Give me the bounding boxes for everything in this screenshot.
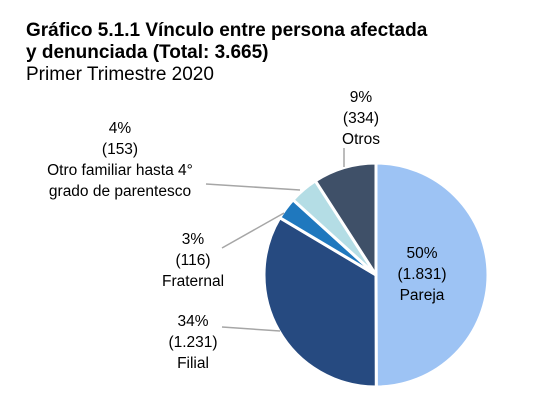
pie-slice-pareja [374,161,490,389]
leader-lines [205,148,345,332]
leader-line-fraternal [221,212,285,249]
slice-label-otro-familiar-hasta-4-grado-de-parentesco: 4% (153) Otro familiar hasta 4° grado de pa… [47,120,193,200]
chart-title-line-2: y denunciada (Total: 3.665) [26,42,269,63]
chart-title-block: Gráfico 5.1.1 Vínculo entre persona afec… [26,20,546,86]
chart-subtitle: Primer Trimestre 2020 [26,64,214,85]
chart-title-line-1: Gráfico 5.1.1 Vínculo entre persona afec… [26,20,428,41]
slice-label-filial: 34% (1.231) Filial [168,313,217,372]
leader-line-filial [221,326,281,332]
slice-label-fraternal: 3% (116) Fraternal [162,231,224,290]
slice-labels: 50% (1.831) Pareja 34% (1.231) Filial 3% (116) F… [47,89,446,372]
pie-slices [262,161,490,389]
slice-label-otros: 9% (334) Otros [342,89,380,148]
slice-label-pareja: 50% (1.831) Pareja [397,245,446,304]
pie-slice-otros [313,161,378,277]
leader-line-otro-familiar-hasta-4-grado-de-parentesco [205,183,301,191]
